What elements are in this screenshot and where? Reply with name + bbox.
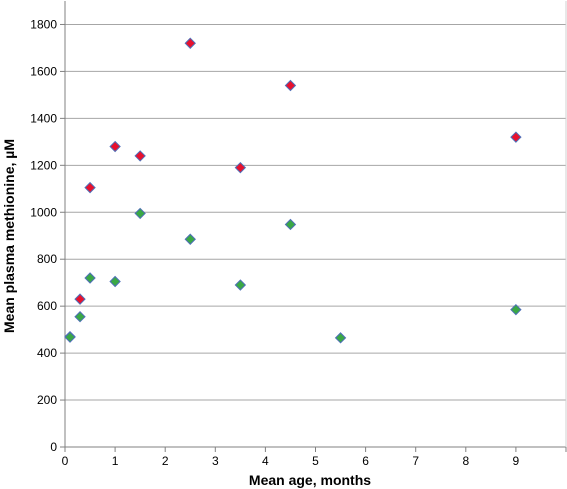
x-tick-label: 1 [112, 454, 119, 468]
data-point-s0-2 [84, 181, 96, 194]
y-axis-title: Mean plasma methionine, µM [1, 139, 17, 333]
axes [60, 1, 567, 452]
data-points [64, 37, 522, 344]
x-tick-label: 6 [362, 454, 369, 468]
x-tick-label: 9 [513, 454, 520, 468]
y-tick-label: 200 [37, 393, 57, 407]
x-tick-labels: 0 1 2 3 4 5 6 7 8 9 [62, 454, 520, 468]
data-point-s0-3 [109, 140, 121, 153]
data-point-s1-3 [109, 275, 121, 288]
y-tick-label: 400 [37, 346, 57, 360]
data-point-s0-7 [284, 79, 297, 92]
x-tick-label: 8 [462, 454, 469, 468]
gridlines [65, 23, 566, 401]
data-point-s0-1 [74, 293, 86, 305]
data-point-s1-5 [184, 233, 196, 245]
x-tick-label: 7 [412, 454, 419, 468]
data-point-s1-6 [234, 279, 247, 291]
data-point-s1-7 [284, 218, 297, 231]
y-tick-label: 0 [50, 440, 57, 454]
data-point-s1-2 [84, 272, 96, 284]
y-tick-label: 1200 [30, 158, 57, 172]
x-tick-label: 4 [262, 454, 269, 468]
x-tick-label: 0 [62, 454, 69, 468]
y-tick-label: 1000 [30, 205, 57, 219]
data-point-s1-1 [74, 311, 86, 323]
data-point-s1-4 [134, 207, 146, 220]
y-tick-label: 1600 [30, 64, 57, 78]
y-tick-label: 800 [37, 252, 57, 266]
data-point-s1-0 [64, 331, 76, 343]
x-axis-title: Mean age, months [249, 472, 371, 488]
data-point-s1-8 [334, 332, 347, 344]
data-point-s0-6 [234, 161, 247, 174]
x-tick-label: 2 [162, 454, 169, 468]
y-tick-label: 600 [37, 299, 57, 313]
y-tick-label: 1400 [30, 111, 57, 125]
data-point-s0-4 [134, 150, 146, 162]
data-point-s1-9 [510, 303, 522, 316]
x-tick-label: 5 [312, 454, 319, 468]
y-tick-label: 1800 [30, 17, 57, 31]
y-tick-labels: 0 200 400 600 800 1000 1200 1400 1600 1800 [30, 17, 57, 454]
x-tick-label: 3 [212, 454, 219, 468]
data-point-s0-5 [184, 37, 196, 49]
data-point-s0-8 [510, 131, 522, 143]
